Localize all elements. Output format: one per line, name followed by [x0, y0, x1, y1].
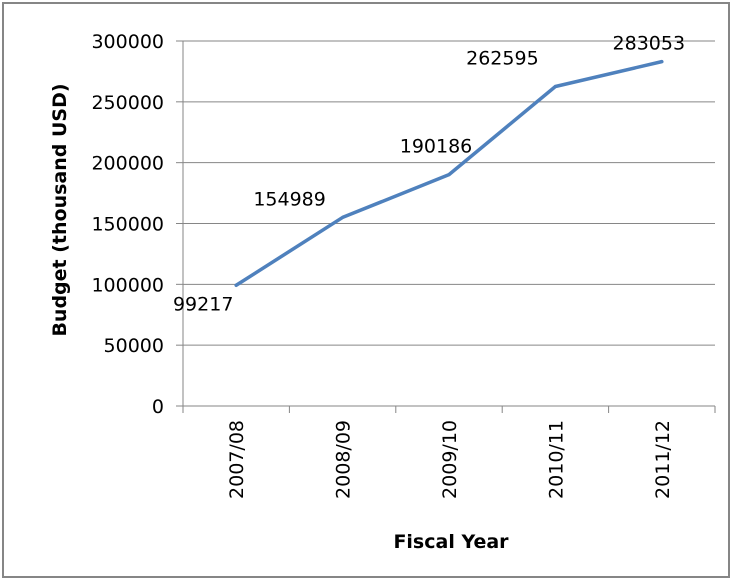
x-tick-label: 2011/12 [652, 420, 674, 499]
y-tick-label: 50000 [104, 335, 164, 357]
y-axis-title: Budget (thousand USD) [49, 83, 71, 336]
x-tick-label: 2009/10 [439, 420, 461, 499]
data-label: 154989 [253, 188, 326, 210]
x-tick-label: 2010/11 [545, 420, 567, 499]
data-point [234, 283, 238, 287]
data-label: 283053 [613, 33, 686, 55]
y-tick-label: 100000 [91, 274, 164, 296]
data-labels: 99217 154989 190186 262595 283053 [173, 33, 685, 316]
data-point [341, 215, 345, 219]
data-label: 262595 [466, 48, 539, 70]
y-tick-label: 150000 [91, 214, 164, 236]
series [234, 59, 664, 288]
data-label: 190186 [400, 136, 473, 158]
data-point [553, 85, 557, 89]
data-point [660, 60, 664, 64]
x-axis-title: Fiscal Year [393, 531, 509, 553]
y-tick-label: 200000 [91, 153, 164, 175]
x-tick-labels: 2007/08 2008/09 2009/10 2010/11 2011/12 [226, 420, 674, 499]
data-point [447, 173, 451, 177]
data-label: 99217 [173, 293, 233, 315]
gridlines [183, 40, 715, 346]
y-tick-labels: 0 50000 100000 150000 200000 250000 300000 [91, 31, 164, 418]
y-tick-label: 300000 [91, 31, 164, 53]
x-tick-label: 2008/09 [333, 420, 355, 499]
y-tick-label: 250000 [91, 92, 164, 114]
x-tick-label: 2007/08 [226, 420, 248, 499]
y-tick-label: 0 [152, 396, 164, 418]
axes [176, 40, 716, 413]
